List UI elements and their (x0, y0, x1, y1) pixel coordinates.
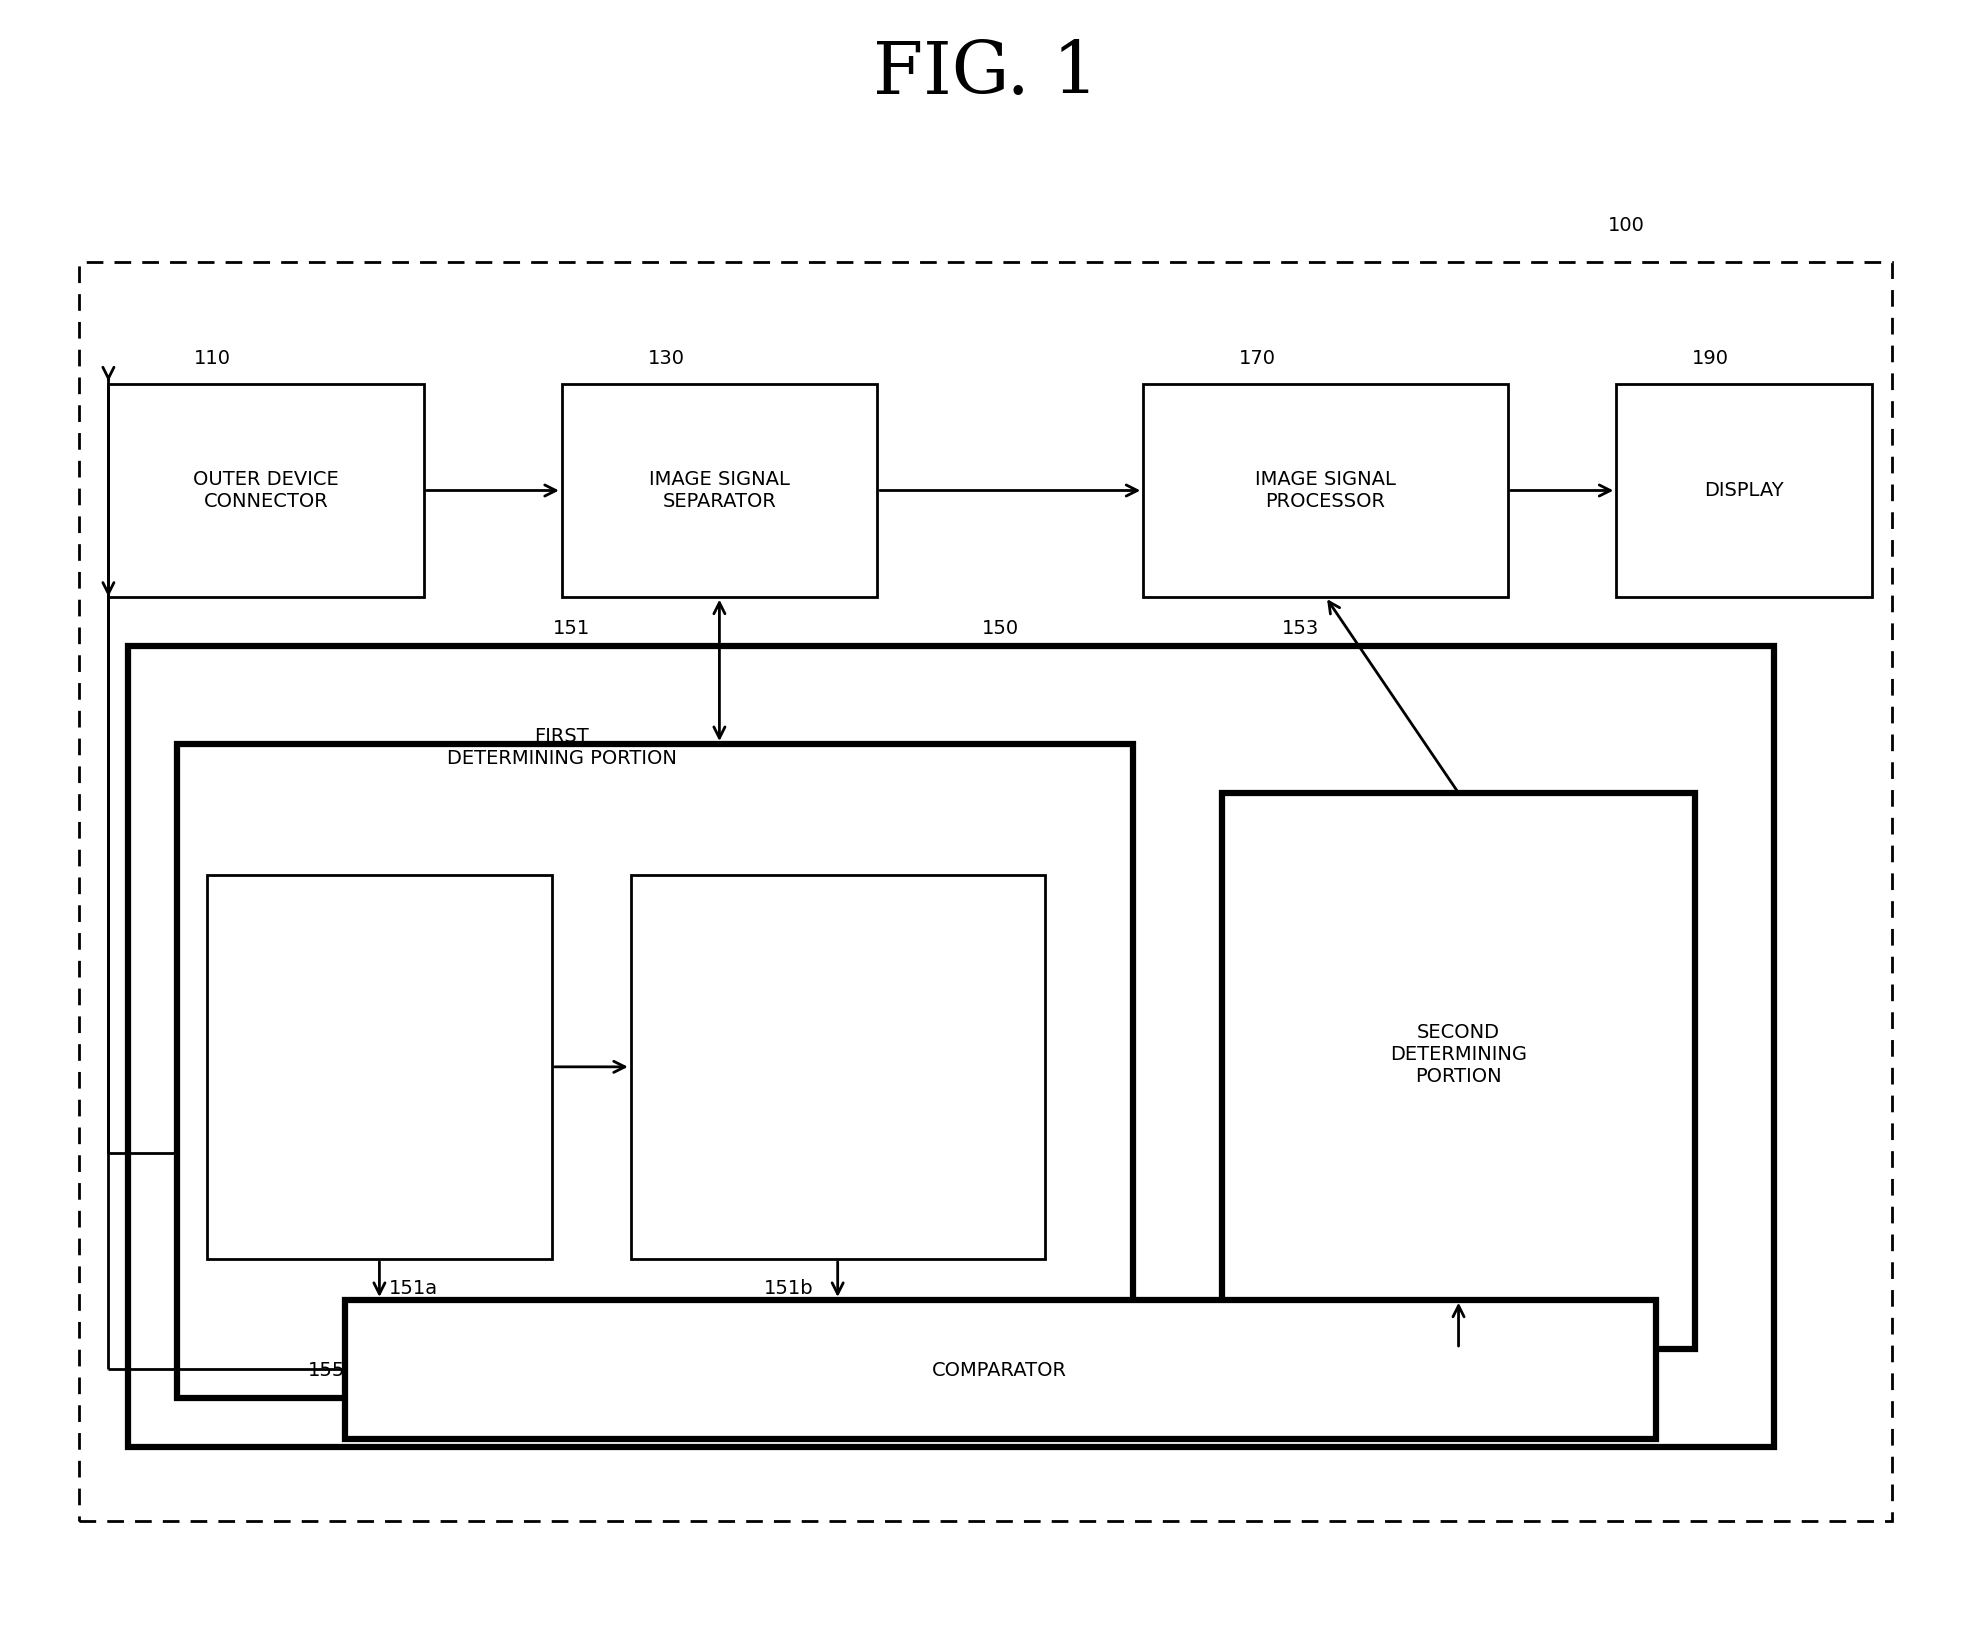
Bar (177, 744, 1133, 1398)
Text: 100: 100 (1608, 216, 1644, 235)
Text: 151: 151 (554, 618, 589, 638)
Text: STANDARD
DETERMINING
PORTION: STANDARD DETERMINING PORTION (775, 1038, 901, 1097)
Text: 190: 190 (1693, 348, 1729, 368)
Bar (562, 384, 877, 597)
Text: 151b: 151b (763, 1279, 814, 1298)
Text: 155: 155 (307, 1360, 345, 1380)
Text: IMAGE SIGNAL
PROCESSOR: IMAGE SIGNAL PROCESSOR (1256, 469, 1395, 512)
Text: FIG. 1: FIG. 1 (873, 38, 1098, 110)
Bar (345, 1300, 1656, 1439)
Bar (108, 384, 424, 597)
Bar (1143, 384, 1508, 597)
Text: IMAGE SIGNAL
SEPARATOR: IMAGE SIGNAL SEPARATOR (648, 469, 790, 512)
Bar (79, 262, 1892, 1521)
Text: 153: 153 (1283, 618, 1319, 638)
Bar (128, 646, 1774, 1447)
Text: SECOND
DETERMINING
PORTION: SECOND DETERMINING PORTION (1390, 1024, 1528, 1086)
Text: FIRST
DETERMINING PORTION: FIRST DETERMINING PORTION (447, 728, 676, 768)
Text: RESOLUTION
DETERMINING
PORTION: RESOLUTION DETERMINING PORTION (315, 1038, 442, 1097)
Text: 170: 170 (1240, 348, 1275, 368)
Bar (631, 875, 1045, 1259)
Bar (207, 875, 552, 1259)
Text: OUTER DEVICE
CONNECTOR: OUTER DEVICE CONNECTOR (193, 469, 339, 512)
Text: DISPLAY: DISPLAY (1705, 481, 1784, 500)
Text: 130: 130 (648, 348, 684, 368)
Bar (1222, 793, 1695, 1349)
Text: 110: 110 (195, 348, 231, 368)
Text: COMPARATOR: COMPARATOR (932, 1360, 1066, 1380)
Text: 150: 150 (982, 618, 1019, 638)
Text: 151a: 151a (390, 1279, 438, 1298)
Bar (1616, 384, 1872, 597)
